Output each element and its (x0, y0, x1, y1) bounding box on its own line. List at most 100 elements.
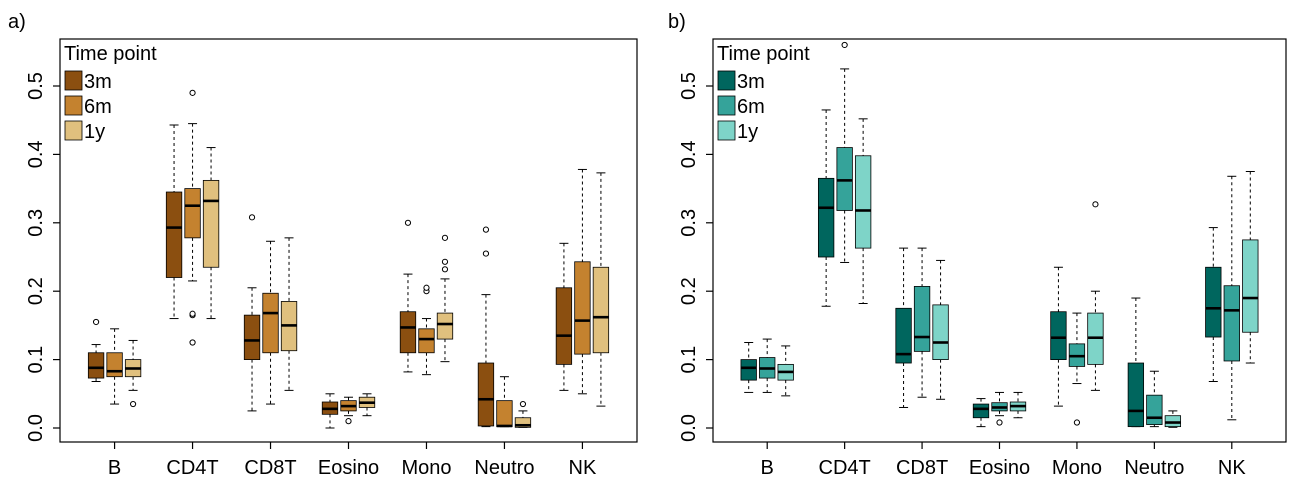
y-tick-label: 0.1 (25, 346, 47, 374)
x-tick-label: NK (1218, 457, 1246, 477)
legend-label: 1y (84, 121, 105, 143)
box-b-6m (759, 338, 776, 393)
box-iqr (895, 307, 912, 364)
box-iqr (913, 286, 931, 352)
box-cd8t-1y (280, 237, 298, 391)
outlier-point (482, 250, 490, 257)
box-nk-1y (592, 172, 610, 407)
box-mono-6m (1068, 312, 1086, 426)
box-eosino-1y (1009, 391, 1027, 419)
box-eosino-1y (358, 393, 376, 417)
plot-frame (712, 38, 1287, 443)
x-tick-label: CD4T (166, 457, 218, 477)
box-cd8t-1y (932, 259, 949, 400)
box-neutro-1y (514, 400, 532, 428)
outlier-point (345, 418, 352, 425)
box-cd4t-6m (184, 89, 201, 346)
outlier-point (482, 226, 490, 233)
legend-swatch (717, 70, 736, 91)
box-iqr (1127, 362, 1145, 428)
legend: Time point 3m 6m 1y (717, 43, 810, 143)
outlier-point (189, 310, 196, 317)
box-iqr (972, 403, 990, 419)
outlier-point (129, 400, 137, 408)
y-tick-label: 0.5 (25, 72, 47, 100)
x-tick-label: CD4T (819, 457, 871, 477)
box-mono-1y (1087, 201, 1104, 391)
outlier-point (189, 89, 196, 96)
legend-label: 1y (737, 121, 758, 143)
outlier-point (189, 339, 196, 346)
x-tick-label: Eosino (318, 457, 379, 477)
outlier-point (92, 318, 100, 326)
x-tick-label: Neutro (474, 457, 534, 477)
box-cd8t-6m (913, 247, 931, 398)
y-tick-label: 0.2 (678, 277, 700, 305)
legend-label: 6m (737, 96, 765, 118)
outlier-point (404, 219, 412, 226)
box-nk-1y (1242, 171, 1259, 364)
outlier-point (996, 419, 1003, 426)
box-nk-6m (574, 168, 591, 395)
box-iqr (202, 179, 220, 268)
box-iqr (165, 191, 183, 278)
y-tick-label: 0.5 (678, 72, 700, 100)
legend-swatch (64, 70, 83, 91)
x-tick-label: B (761, 457, 774, 477)
box-iqr (1050, 311, 1067, 361)
box-iqr (740, 359, 757, 381)
y-tick-label: 0.2 (25, 277, 47, 305)
legend-swatch (717, 120, 736, 141)
box-iqr (87, 352, 105, 379)
box-neutro-6m (496, 376, 513, 428)
x-tick-label: CD8T (244, 457, 296, 477)
box-eosino-6m (340, 396, 357, 425)
y-tick-label: 0.3 (678, 209, 700, 237)
box-iqr (1242, 239, 1259, 333)
box-iqr (418, 328, 435, 354)
box-iqr (243, 314, 261, 361)
box-mono-3m (399, 219, 417, 373)
box-mono-3m (1050, 266, 1067, 407)
legend-label: 3m (737, 71, 765, 93)
legend-title: Time point (717, 43, 810, 65)
box-nk-3m (1205, 227, 1222, 382)
box-eosino-3m (972, 398, 990, 428)
box-iqr (1223, 285, 1240, 362)
box-iqr (1205, 266, 1222, 338)
outlier-point (441, 258, 449, 265)
box-neutro-3m (477, 226, 495, 428)
x-tick-label: B (108, 457, 121, 477)
box-eosino-6m (991, 391, 1008, 426)
legend-label: 3m (84, 71, 112, 93)
box-iqr (1164, 415, 1182, 428)
legend-label: 6m (84, 96, 112, 118)
panel-a: a) 0.0 0.1 0.2 0.3 0.4 0.5 B CD4T CD8T Eosino Mono N… (8, 11, 638, 477)
box-cd8t-3m (243, 214, 261, 412)
x-tick-label: Mono (1052, 457, 1102, 477)
box-b-1y (124, 339, 142, 408)
y-tick-label: 0.0 (25, 414, 47, 442)
y-tick-label: 0.1 (678, 346, 700, 374)
outlier-point (441, 234, 449, 241)
box-iqr (514, 417, 532, 428)
box-iqr (932, 304, 949, 361)
y-tick-label: 0.3 (25, 209, 47, 237)
box-iqr (592, 266, 610, 354)
panel-label: b) (668, 11, 686, 33)
x-tick-label: Neutro (1124, 457, 1184, 477)
outlier-point (519, 400, 527, 408)
outlier-point (841, 41, 848, 49)
box-neutro-6m (1146, 370, 1163, 428)
box-nk-6m (1223, 175, 1240, 421)
box-neutro-1y (1164, 410, 1182, 428)
legend: Time point 3m 6m 1y (64, 43, 157, 143)
box-nk-3m (555, 242, 573, 391)
box-iqr (817, 177, 835, 258)
box-mono-1y (436, 234, 454, 363)
box-cd4t-1y (854, 118, 872, 305)
box-b-6m (106, 328, 123, 405)
box-cd4t-1y (202, 147, 220, 320)
box-eosino-3m (321, 393, 339, 429)
